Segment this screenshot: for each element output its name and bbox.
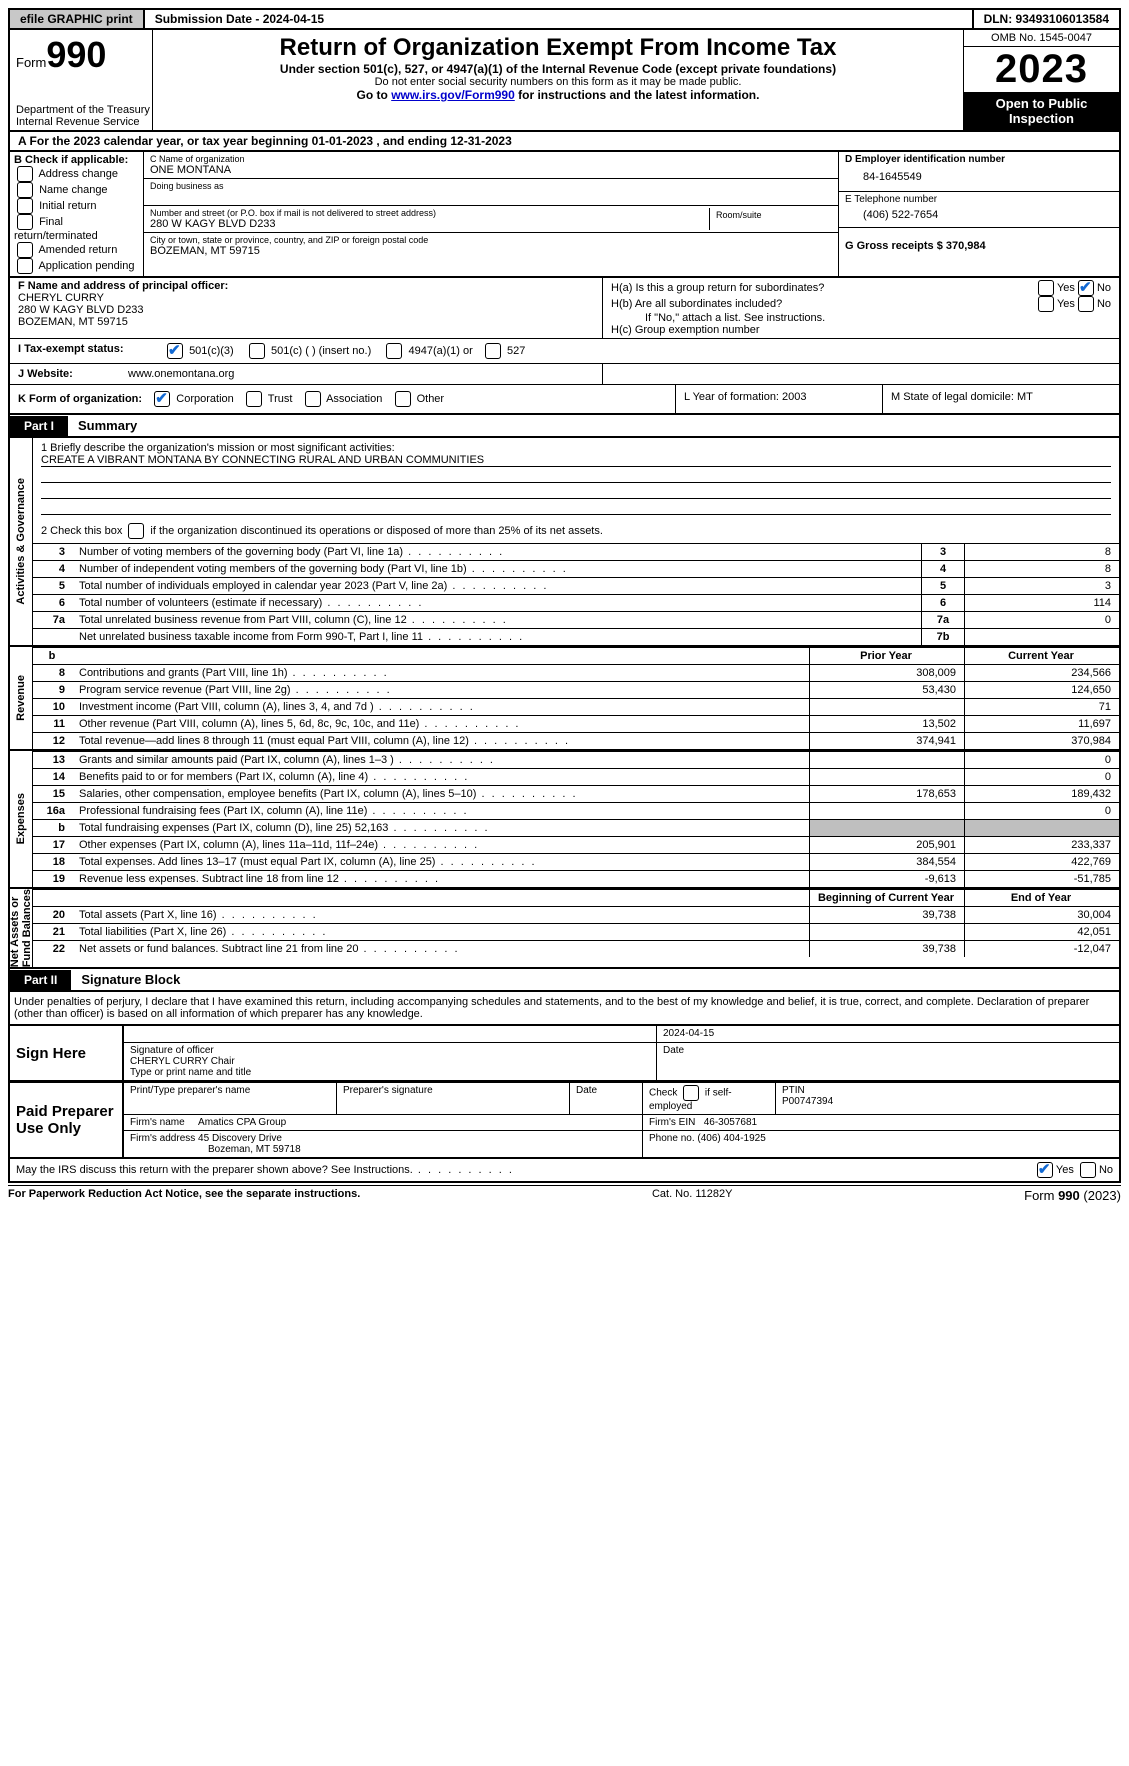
perjury-declaration: Under penalties of perjury, I declare th… <box>8 992 1121 1024</box>
trust-checkbox[interactable] <box>246 391 262 407</box>
hb-no-checkbox[interactable] <box>1078 296 1094 312</box>
officer-name: CHERYL CURRY <box>18 292 594 304</box>
org-name: ONE MONTANA <box>150 164 832 176</box>
netassets-section: Net Assets or Fund Balances Beginning of… <box>8 889 1121 969</box>
4947-checkbox[interactable] <box>386 343 402 359</box>
ein: 84-1645549 <box>845 165 1113 189</box>
row-i: I Tax-exempt status: 501(c)(3) 501(c) ( … <box>8 339 1121 364</box>
open-inspection: Open to Public Inspection <box>964 92 1119 130</box>
firm-phone: (406) 404-1925 <box>697 1133 765 1144</box>
revenue-table: bPrior YearCurrent Year8Contributions an… <box>33 647 1119 749</box>
line-a-tax-year: A For the 2023 calendar year, or tax yea… <box>8 132 1121 152</box>
501c3-checkbox[interactable] <box>167 343 183 359</box>
row-klm: K Form of organization: Corporation Trus… <box>8 385 1121 415</box>
tax-year: 2023 <box>964 47 1119 92</box>
expenses-section: Expenses 13Grants and similar amounts pa… <box>8 751 1121 889</box>
identity-section: B Check if applicable: Address change Na… <box>8 152 1121 278</box>
corp-checkbox[interactable] <box>154 391 170 407</box>
501c-checkbox[interactable] <box>249 343 265 359</box>
org-street: 280 W KAGY BLVD D233 <box>150 218 709 230</box>
may-discuss-row: May the IRS discuss this return with the… <box>8 1159 1121 1183</box>
revenue-section: Revenue bPrior YearCurrent Year8Contribu… <box>8 647 1121 751</box>
website: www.onemontana.org <box>120 364 602 384</box>
527-checkbox[interactable] <box>485 343 501 359</box>
omb-number: OMB No. 1545-0047 <box>964 30 1119 47</box>
form-header: Form990 Department of the Treasury Inter… <box>8 30 1121 132</box>
governance-table: 3Number of voting members of the governi… <box>33 543 1119 645</box>
self-employed-checkbox[interactable] <box>683 1085 699 1101</box>
box-b: B Check if applicable: Address change Na… <box>10 152 144 276</box>
assoc-checkbox[interactable] <box>305 391 321 407</box>
org-city: BOZEMAN, MT 59715 <box>150 245 832 257</box>
paid-preparer-block: Paid Preparer Use Only Print/Type prepar… <box>8 1082 1121 1159</box>
ha-yes-checkbox[interactable] <box>1038 280 1054 296</box>
discuss-no-checkbox[interactable] <box>1080 1162 1096 1178</box>
other-checkbox[interactable] <box>395 391 411 407</box>
page-footer: For Paperwork Reduction Act Notice, see … <box>8 1185 1121 1203</box>
firm-name: Amatics CPA Group <box>198 1117 286 1128</box>
row-j: J Website: www.onemontana.org <box>8 364 1121 385</box>
mission-text: CREATE A VIBRANT MONTANA BY CONNECTING R… <box>41 454 1111 467</box>
state-domicile: M State of legal domicile: MT <box>882 385 1119 413</box>
submission-date: Submission Date - 2024-04-15 <box>145 10 972 28</box>
boxb-checkbox[interactable] <box>17 166 33 182</box>
boxb-checkbox[interactable] <box>17 214 33 230</box>
firm-ein: 46-3057681 <box>704 1117 757 1128</box>
part2-header: Part II Signature Block <box>8 969 1121 992</box>
row-fh: F Name and address of principal officer:… <box>8 278 1121 339</box>
boxb-checkbox[interactable] <box>17 242 33 258</box>
top-bar: efile GRAPHIC print Submission Date - 20… <box>8 8 1121 30</box>
hb-yes-checkbox[interactable] <box>1038 296 1054 312</box>
netassets-table: Beginning of Current YearEnd of Year20To… <box>33 889 1119 957</box>
year-formation: L Year of formation: 2003 <box>675 385 882 413</box>
ha-no-checkbox[interactable] <box>1078 280 1094 296</box>
form-subtitle-2: Do not enter social security numbers on … <box>159 76 957 88</box>
expenses-table: 13Grants and similar amounts paid (Part … <box>33 751 1119 887</box>
officer-signature: CHERYL CURRY Chair <box>130 1056 235 1067</box>
boxb-checkbox[interactable] <box>17 182 33 198</box>
box-c: C Name of organization ONE MONTANA Doing… <box>144 152 838 276</box>
sign-here-block: Sign Here 2024-04-15 Signature of office… <box>8 1024 1121 1082</box>
governance-section: Activities & Governance 1 Briefly descri… <box>8 438 1121 647</box>
dln: DLN: 93493106013584 <box>972 10 1119 28</box>
form-subtitle-3: Go to www.irs.gov/Form990 for instructio… <box>159 88 957 102</box>
form-number: Form990 <box>16 34 146 76</box>
gross-receipts: G Gross receipts $ 370,984 <box>845 230 1113 252</box>
part1-header: Part I Summary <box>8 415 1121 438</box>
efile-print-button[interactable]: efile GRAPHIC print <box>10 10 145 28</box>
form-subtitle-1: Under section 501(c), 527, or 4947(a)(1)… <box>159 62 957 76</box>
discontinued-checkbox[interactable] <box>128 523 144 539</box>
form-title: Return of Organization Exempt From Incom… <box>159 34 957 62</box>
ptin: P00747394 <box>782 1096 833 1107</box>
dept-label: Department of the Treasury Internal Reve… <box>16 104 150 128</box>
boxb-checkbox[interactable] <box>17 198 33 214</box>
discuss-yes-checkbox[interactable] <box>1037 1162 1053 1178</box>
telephone: (406) 522-7654 <box>845 205 1113 225</box>
box-de: D Employer identification number 84-1645… <box>838 152 1119 276</box>
irs-link[interactable]: www.irs.gov/Form990 <box>391 88 515 102</box>
boxb-checkbox[interactable] <box>17 258 33 274</box>
